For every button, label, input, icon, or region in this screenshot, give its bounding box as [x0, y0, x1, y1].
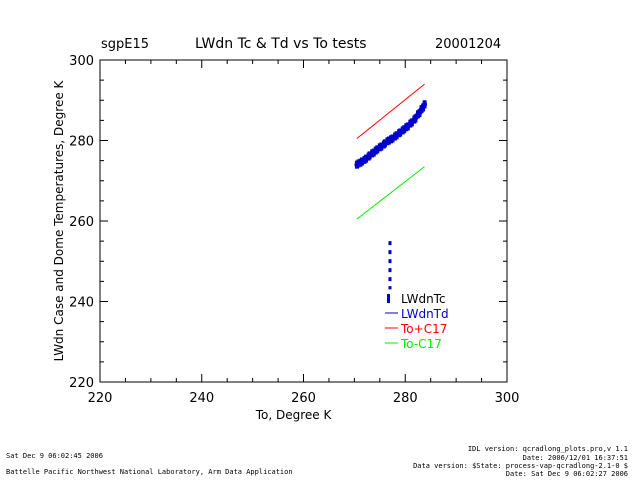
series-point [417, 109, 422, 118]
series-point [421, 103, 426, 112]
series-point [364, 154, 369, 163]
y-tick-label: 220 [69, 376, 94, 391]
series-point [394, 131, 399, 140]
series-line [356, 166, 425, 220]
y-axis-label: LWdn Case and Dome Temperatures, Degree … [52, 79, 66, 361]
y-tick-label: 300 [69, 54, 94, 69]
footer-data-version: Data version: $State: process-vap-qcradl… [413, 462, 628, 470]
legend-label: LWdnTc [401, 292, 446, 306]
series-point [375, 145, 380, 154]
series-point [405, 122, 410, 131]
x-tick-label: 300 [495, 391, 520, 406]
series-point [409, 118, 414, 127]
date-label: 20001204 [435, 37, 502, 52]
series-point [382, 139, 387, 148]
footer-timestamp: Sat Dec 9 06:02:45 2006 [6, 452, 103, 460]
series-point [390, 134, 395, 143]
series-point [356, 159, 361, 168]
series-point [398, 128, 403, 137]
x-tick-label: 260 [291, 391, 316, 406]
footer-idl-date: Date: 2006/12/01 16:37:51 [522, 454, 628, 462]
series-point [367, 151, 372, 160]
footer-idl-version: IDL version: qcradlong_plots.pro,v 1.1 [467, 445, 628, 453]
series-point [379, 142, 384, 151]
series-point [371, 148, 376, 157]
site-label: sgpE15 [101, 37, 150, 52]
footer-lab: Battelle Pacific Northwest National Labo… [6, 468, 293, 476]
series-point [386, 136, 391, 145]
x-axis-label: To, Degree K [255, 408, 333, 422]
series-point [360, 157, 365, 166]
legend-label: LWdnTd [401, 307, 449, 321]
series-point [413, 114, 418, 123]
footer-data-date: Date: Sat Dec 9 06:02:27 2006 [505, 470, 628, 478]
chart-title: LWdn Tc & Td vs To tests [195, 36, 367, 52]
legend-label: To-C17 [400, 337, 442, 351]
legend-marker [387, 294, 390, 303]
y-tick-label: 280 [69, 135, 94, 150]
series-line [356, 83, 425, 139]
x-tick-label: 220 [88, 391, 113, 406]
legend-label: To+C17 [400, 322, 447, 336]
x-tick-label: 240 [189, 391, 214, 406]
y-tick-label: 240 [69, 296, 94, 311]
y-tick-label: 260 [69, 215, 94, 230]
x-tick-label: 280 [393, 391, 418, 406]
series-point [402, 125, 407, 134]
